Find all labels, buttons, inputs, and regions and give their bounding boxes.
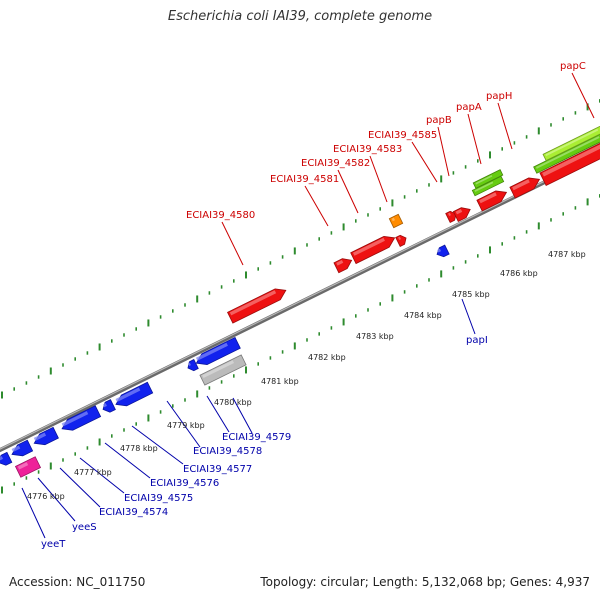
gene-label: ECIAI39_4579 bbox=[222, 432, 291, 443]
gene-ecici39-4581 bbox=[333, 258, 353, 274]
gene-label: ECIAI39_4582 bbox=[301, 158, 370, 169]
leader-line bbox=[79, 457, 125, 494]
gene-label: papI bbox=[466, 335, 488, 346]
gene-label: ECIAI39_4580 bbox=[186, 210, 255, 221]
gene-ecici39-4583 bbox=[388, 213, 404, 229]
label-leader-lines bbox=[21, 72, 595, 539]
gene-ecici39-4577 bbox=[115, 381, 154, 407]
leader-line bbox=[21, 487, 46, 539]
scale-labels: 4776 kbp 4777 kbp 4778 kbp 4779 kbp 4780 kbp… bbox=[27, 250, 586, 501]
leader-line bbox=[166, 400, 201, 448]
gene-features bbox=[0, 122, 600, 478]
leader-line bbox=[232, 397, 253, 434]
gene-papH bbox=[509, 177, 541, 199]
leader-line bbox=[437, 126, 450, 177]
genome-backbone bbox=[0, 152, 600, 453]
scale-label: 4783 kbp bbox=[356, 332, 394, 341]
leader-line bbox=[369, 155, 388, 203]
scale-label: 4777 kbp bbox=[74, 468, 112, 477]
page-title: Escherichia coli IAI39, complete genome bbox=[167, 9, 433, 24]
gene-ecici39-4576 bbox=[102, 399, 116, 413]
gene-ecici39-4582 bbox=[350, 236, 396, 265]
gene-label: ECIAI39_4574 bbox=[99, 507, 168, 518]
gene-ecici39-4580 bbox=[227, 288, 287, 324]
gene-label: ECIAI39_4583 bbox=[333, 144, 402, 155]
gene-ecici39-4575 bbox=[61, 405, 102, 431]
scale-label: 4784 kbp bbox=[404, 311, 442, 320]
leader-line bbox=[461, 298, 476, 335]
gene-green-4 bbox=[542, 122, 600, 162]
leader-line bbox=[59, 467, 101, 508]
leader-line bbox=[206, 395, 230, 433]
leader-line bbox=[304, 185, 329, 227]
leader-line bbox=[571, 72, 595, 119]
gene-small-forward bbox=[395, 234, 407, 248]
gene-label: ECIAI39_4585 bbox=[368, 130, 437, 141]
gene-labels: ECIAI39_4580 ECIAI39_4581 ECIAI39_4582 ECIA… bbox=[41, 61, 586, 550]
leader-line bbox=[467, 113, 482, 165]
scale-label: 4778 kbp bbox=[120, 444, 158, 453]
gene-papI bbox=[436, 244, 450, 258]
leader-line bbox=[221, 221, 244, 266]
forward-strand-ticks bbox=[1, 99, 600, 399]
gene-pink bbox=[14, 456, 42, 478]
leader-line bbox=[37, 477, 76, 522]
scale-label: 4786 kbp bbox=[500, 269, 538, 278]
scale-label: 4781 kbp bbox=[261, 377, 299, 386]
gene-ecici39-4585 bbox=[445, 210, 457, 224]
scale-label: 4776 kbp bbox=[27, 492, 65, 501]
gene-label: ECIAI39_4581 bbox=[270, 174, 339, 185]
gene-ecici39-4574 bbox=[33, 426, 59, 446]
gene-ecici39-4578 bbox=[199, 354, 247, 386]
gene-papB bbox=[452, 207, 471, 223]
scale-label: 4787 kbp bbox=[548, 250, 586, 259]
scale-label: 4785 kbp bbox=[452, 290, 490, 299]
leader-line bbox=[337, 169, 359, 214]
gene-label: ECIAI39_4578 bbox=[193, 446, 262, 457]
leader-line bbox=[497, 102, 513, 150]
gene-yeeT bbox=[0, 451, 13, 466]
scale-label: 4780 kbp bbox=[214, 398, 252, 407]
gene-label: papC bbox=[560, 61, 586, 72]
leader-line bbox=[131, 425, 184, 465]
scale-label: 4779 kbp bbox=[167, 421, 205, 430]
scale-label: 4782 kbp bbox=[308, 353, 346, 362]
gene-green-2 bbox=[472, 169, 504, 189]
topology-label: Topology: circular; Length: 5,132,068 bp… bbox=[260, 575, 590, 589]
gene-papA bbox=[476, 190, 508, 212]
gene-label: papB bbox=[426, 115, 452, 126]
reverse-strand-ticks bbox=[1, 194, 600, 494]
gene-label: ECIAI39_4576 bbox=[150, 478, 219, 489]
gene-label: yeeT bbox=[41, 539, 66, 550]
gene-yeeS bbox=[11, 439, 34, 457]
gene-ecici39-4579 bbox=[195, 336, 241, 365]
leader-line bbox=[411, 141, 438, 183]
gene-small-reverse bbox=[187, 358, 199, 372]
gene-label: yeeS bbox=[72, 522, 97, 533]
gene-papC bbox=[539, 142, 600, 187]
gene-label: papA bbox=[456, 102, 482, 113]
gene-label: ECIAI39_4577 bbox=[183, 464, 252, 475]
gene-label: papH bbox=[486, 91, 512, 102]
gene-label: ECIAI39_4575 bbox=[124, 493, 193, 504]
leader-line bbox=[104, 442, 151, 479]
accession-label: Accession: NC_011750 bbox=[9, 575, 146, 589]
